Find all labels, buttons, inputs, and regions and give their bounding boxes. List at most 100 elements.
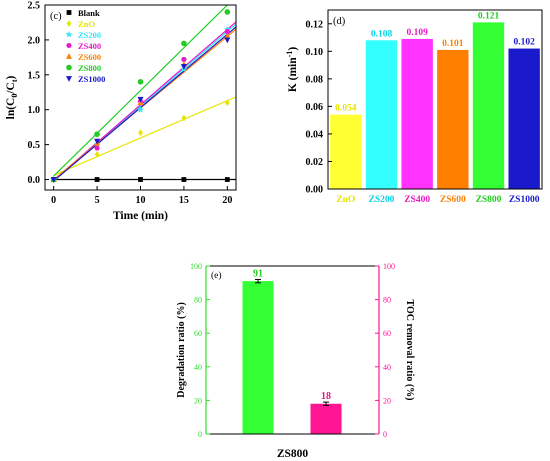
panel-e-label: (e) (211, 270, 222, 281)
left-y-tick-label: 100 (190, 262, 202, 271)
data-label-toc-removal: 18 (321, 391, 331, 402)
data-label-zs800: 0.121 (478, 11, 500, 21)
point-blank (138, 177, 143, 182)
legend-marker-blank (66, 10, 72, 15)
y-tick-label: 1.0 (28, 105, 41, 116)
right-y-tick-label: 80 (383, 296, 391, 305)
x-axis-title: Time (min) (113, 210, 168, 222)
y-tick-label: 0.06 (306, 102, 324, 113)
point-zs800 (181, 40, 187, 47)
bar-degradation (242, 281, 274, 434)
point-zno (94, 150, 100, 158)
point-zs800 (224, 9, 231, 15)
data-label-zs200: 0.108 (371, 29, 393, 39)
bar-zno (330, 114, 362, 189)
point-blank (224, 177, 230, 182)
point-zno (224, 99, 230, 107)
legend-label-zs600: ZS600 (78, 52, 101, 62)
legend-label-zs800: ZS800 (78, 63, 101, 73)
y-tick-label: 0.0 (28, 175, 41, 186)
point-zs1000 (94, 138, 101, 145)
legend-label-zno: ZnO (78, 19, 95, 29)
y-tick-label: 2.0 (28, 35, 41, 46)
point-zs1000 (50, 177, 57, 183)
point-zs400 (181, 57, 187, 62)
right-y-tick-label: 40 (383, 363, 391, 372)
fit-line-zno (53, 96, 236, 176)
point-blank (94, 177, 100, 182)
data-label-zs400: 0.109 (406, 28, 428, 38)
point-zs600 (224, 33, 231, 39)
data-label-zno: 0.054 (335, 104, 357, 114)
x-tick-label-zs400: ZS400 (404, 195, 430, 205)
bar-toc-removal (310, 403, 342, 434)
legend-marker-zs400 (66, 43, 72, 48)
x-tick-label-zno: ZnO (336, 195, 355, 205)
data-label-zs600: 0.101 (442, 39, 464, 49)
y-tick-label: 0.00 (306, 185, 324, 196)
right-y-axis-title: TOC removal ratio (%) (404, 299, 415, 400)
bar-zs400 (401, 38, 433, 189)
y-tick-label: 0.5 (28, 140, 41, 151)
fit-line-zs800 (53, 5, 229, 177)
x-tick-label-zs1000: ZS1000 (509, 195, 540, 205)
point-zno (138, 129, 143, 137)
y-tick-label: 1.5 (28, 70, 41, 81)
point-zs200 (137, 106, 144, 113)
x-axis-title: ZS800 (277, 448, 309, 460)
legend-label-zs400: ZS400 (78, 41, 101, 51)
x-tick-label-zs200: ZS200 (369, 195, 395, 205)
data-label-zs1000: 0.102 (513, 38, 535, 48)
x-tick-label: 10 (136, 195, 146, 206)
legend-marker-zs600 (66, 53, 72, 59)
panel-c-label: (c) (50, 11, 62, 22)
right-y-tick-label: 60 (383, 329, 391, 338)
point-zs1000 (224, 37, 231, 44)
fit-line-zs1000 (53, 26, 236, 182)
legend-marker-zs200 (65, 30, 73, 38)
panel-d-frame (327, 9, 543, 190)
bar-zs600 (437, 49, 469, 189)
y-tick-label: 0.08 (306, 74, 324, 85)
y-tick-label: 0.04 (306, 129, 324, 140)
legend-marker-zno (66, 20, 72, 27)
left-y-axis-title: Degradation ratio (%) (176, 302, 187, 398)
left-y-tick-label: 40 (194, 363, 202, 372)
left-y-tick-label: 0 (198, 430, 202, 439)
bar-zs800 (472, 22, 505, 190)
bar-zs200 (365, 40, 398, 189)
panel-d-label: (d) (333, 16, 346, 27)
point-zs400 (224, 29, 231, 34)
legend-label-zs200: ZS200 (78, 30, 101, 40)
left-y-tick-label: 80 (194, 296, 202, 305)
legend-marker-zs800 (66, 64, 72, 71)
data-label-degradation: 91 (253, 268, 263, 279)
y-tick-label: 2.5 (28, 1, 41, 12)
point-zs1000 (180, 64, 187, 70)
x-tick-label: 0 (51, 195, 56, 206)
right-y-tick-label: 20 (383, 396, 391, 405)
bar-zs1000 (508, 48, 540, 189)
x-tick-label: 15 (179, 195, 189, 206)
point-zno (181, 114, 187, 122)
point-zs800 (94, 131, 100, 137)
x-tick-label-zs800: ZS800 (476, 195, 502, 205)
y-axis-title: ln(C0/Ct) (5, 75, 19, 119)
legend-label-zs1000: ZS1000 (78, 74, 105, 84)
legend-marker-zs1000 (66, 76, 72, 82)
point-blank (181, 177, 187, 182)
legend-label-blank: Blank (78, 8, 100, 18)
x-tick-label: 20 (222, 195, 232, 206)
right-y-tick-label: 100 (383, 262, 395, 271)
y-tick-label: 0.10 (306, 47, 324, 58)
y-tick-label: 0.12 (306, 19, 324, 30)
point-zs400 (94, 145, 100, 151)
right-y-tick-label: 0 (383, 430, 387, 439)
y-axis-title: K (min-1) (285, 47, 299, 93)
x-tick-label: 5 (95, 195, 100, 206)
left-y-tick-label: 20 (194, 396, 202, 405)
left-y-tick-label: 60 (194, 329, 202, 338)
point-zs800 (137, 78, 144, 85)
y-tick-label: 0.02 (306, 157, 324, 168)
